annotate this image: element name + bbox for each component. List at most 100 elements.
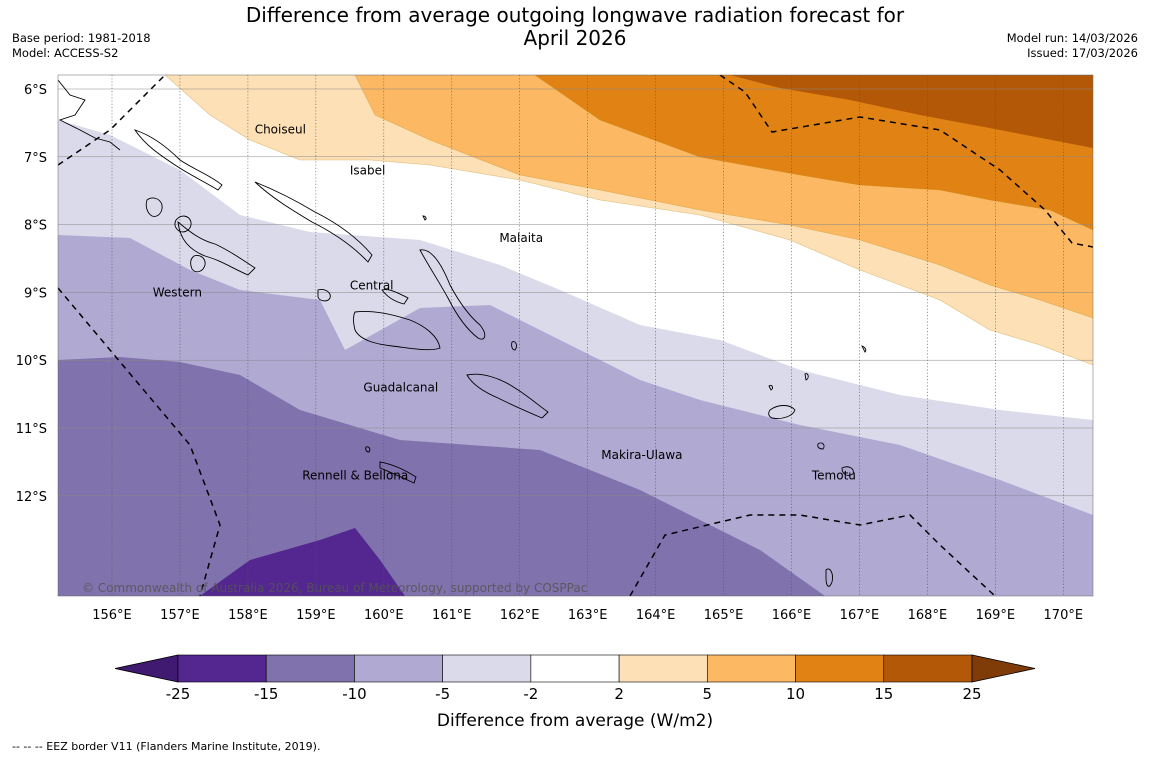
lon-tick-label: 159°E bbox=[296, 608, 336, 623]
coastlines bbox=[58, 79, 867, 587]
island-ndeni bbox=[768, 405, 796, 419]
lon-tick-label: 163°E bbox=[568, 608, 608, 623]
region-label: Guadalcanal bbox=[363, 380, 438, 394]
colorbar-swatch bbox=[354, 654, 443, 683]
colorbar-tick-label: 25 bbox=[962, 685, 981, 703]
metadata-right: Model run: 14/03/2026 Issued: 17/03/2026 bbox=[1007, 31, 1138, 61]
lon-tick-label: 166°E bbox=[772, 608, 812, 623]
island-makira bbox=[466, 373, 549, 419]
island-russell bbox=[317, 289, 331, 302]
colorbar-low-extension bbox=[114, 654, 179, 683]
lat-tick-label: 9°S bbox=[24, 286, 47, 301]
lon-tick-label: 168°E bbox=[908, 608, 948, 623]
island-tikopia bbox=[817, 442, 825, 450]
coast-bougainville bbox=[58, 79, 121, 151]
island-duff bbox=[804, 373, 809, 381]
colorbar-tick-label: -10 bbox=[342, 685, 367, 703]
colorbar-swatch bbox=[177, 654, 267, 683]
eez-borders bbox=[58, 75, 1093, 596]
island-choiseul bbox=[133, 129, 223, 191]
island-rendova bbox=[190, 255, 206, 273]
lat-tick-label: 11°S bbox=[16, 422, 47, 437]
colorbar-swatch bbox=[795, 654, 885, 683]
lon-tick-label: 169°E bbox=[976, 608, 1016, 623]
lon-tick-label: 167°E bbox=[840, 608, 880, 623]
lon-tick-label: 156°E bbox=[92, 608, 132, 623]
colorbar-high-extension bbox=[971, 654, 1036, 683]
copyright-notice: © Commonwealth of Australia 2026, Bureau… bbox=[82, 581, 587, 595]
lon-tick-label: 165°E bbox=[704, 608, 744, 623]
island-nggela bbox=[381, 289, 409, 305]
eez-footnote: -- -- -- EEZ border V11 (Flanders Marine… bbox=[12, 740, 321, 753]
title-line-2: April 2026 bbox=[523, 26, 627, 50]
colorbar-swatch bbox=[707, 654, 796, 683]
region-label: Malaita bbox=[499, 231, 543, 245]
colorbar-tick-label: 10 bbox=[786, 685, 805, 703]
lat-tick-label: 6°S bbox=[24, 83, 47, 98]
colorbar-swatch bbox=[530, 654, 620, 683]
region-label: Isabel bbox=[350, 163, 385, 177]
island-sikaiana bbox=[861, 345, 867, 353]
lat-tick-label: 7°S bbox=[24, 151, 47, 166]
island-guadalcanal bbox=[353, 311, 441, 351]
colorbar-tick-label: -25 bbox=[166, 685, 191, 703]
colorbar-tick-label: -5 bbox=[435, 685, 450, 703]
lon-tick-label: 162°E bbox=[500, 608, 540, 623]
title-line-1: Difference from average outgoing longwav… bbox=[245, 3, 905, 27]
band-minus25-minus15 bbox=[200, 528, 405, 596]
colorbar-tick-label: -2 bbox=[523, 685, 538, 703]
band-15-25 bbox=[730, 75, 1093, 148]
lon-tick-label: 157°E bbox=[160, 608, 200, 623]
axis-labels: 156°E 157°E 158°E 159°E 160°E 161°E 162°E 163°E… bbox=[16, 83, 1083, 623]
lon-tick-label: 164°E bbox=[636, 608, 676, 623]
region-label: Western bbox=[153, 285, 202, 299]
island-kolombangara bbox=[174, 215, 192, 233]
map-frame bbox=[57, 74, 1094, 597]
region-label: Central bbox=[350, 279, 394, 293]
island-bellona bbox=[365, 446, 371, 453]
colorbar-tick-label: 5 bbox=[703, 685, 713, 703]
lat-tick-label: 12°S bbox=[16, 490, 47, 505]
eez-border-southeast bbox=[629, 514, 996, 596]
contour-lines bbox=[164, 75, 1093, 366]
region-label: Makira-Ulawa bbox=[601, 448, 682, 462]
region-labels: Choiseul Isabel Malaita Western Central Guada… bbox=[153, 123, 856, 483]
island-vanikoro bbox=[841, 466, 854, 476]
island-reef bbox=[768, 385, 773, 391]
lat-tick-label: 8°S bbox=[24, 219, 47, 234]
lon-tick-label: 160°E bbox=[364, 608, 404, 623]
lon-tick-label: 158°E bbox=[228, 608, 268, 623]
colorbar-swatch bbox=[265, 654, 355, 683]
base-period: Base period: 1981-2018 bbox=[12, 31, 151, 45]
colorbar-tick-label: -15 bbox=[254, 685, 279, 703]
lat-tick-label: 10°S bbox=[16, 354, 47, 369]
colorbar-swatch bbox=[442, 654, 532, 683]
island-vella-lavella bbox=[145, 197, 163, 217]
colorbar-swatch bbox=[618, 654, 708, 683]
island-vanuatu-north bbox=[825, 568, 833, 587]
island-isabel bbox=[254, 181, 373, 263]
issued-date: Issued: 17/03/2026 bbox=[1027, 46, 1138, 60]
map-area: Choiseul Isabel Malaita Western Central Guada… bbox=[58, 75, 1093, 596]
island-new-georgia bbox=[177, 220, 256, 276]
colorbar-tick-label: 2 bbox=[614, 685, 624, 703]
band-minus15-minus10 bbox=[58, 357, 825, 596]
graticule bbox=[58, 75, 1093, 596]
lon-tick-label: 161°E bbox=[432, 608, 472, 623]
island-rennell bbox=[379, 461, 417, 484]
region-label: Rennell & Bellona bbox=[302, 468, 408, 482]
island-ontong bbox=[422, 215, 427, 221]
colorbar-title: Difference from average (W/m2) bbox=[437, 711, 713, 731]
lon-tick-label: 170°E bbox=[1044, 608, 1084, 623]
colorbar-swatch bbox=[883, 654, 973, 683]
eez-border-northwest bbox=[58, 75, 166, 166]
region-label: Temotu bbox=[811, 468, 856, 482]
model-run: Model run: 14/03/2026 bbox=[1006, 31, 1138, 45]
colorbar-tick-label: 15 bbox=[874, 685, 893, 703]
island-malaita bbox=[419, 249, 486, 340]
eez-border-northeast bbox=[719, 75, 1093, 248]
map-title: Difference from average outgoing longwav… bbox=[0, 4, 1150, 50]
metadata-left: Base period: 1981-2018 Model: ACCESS-S2 bbox=[12, 31, 151, 61]
